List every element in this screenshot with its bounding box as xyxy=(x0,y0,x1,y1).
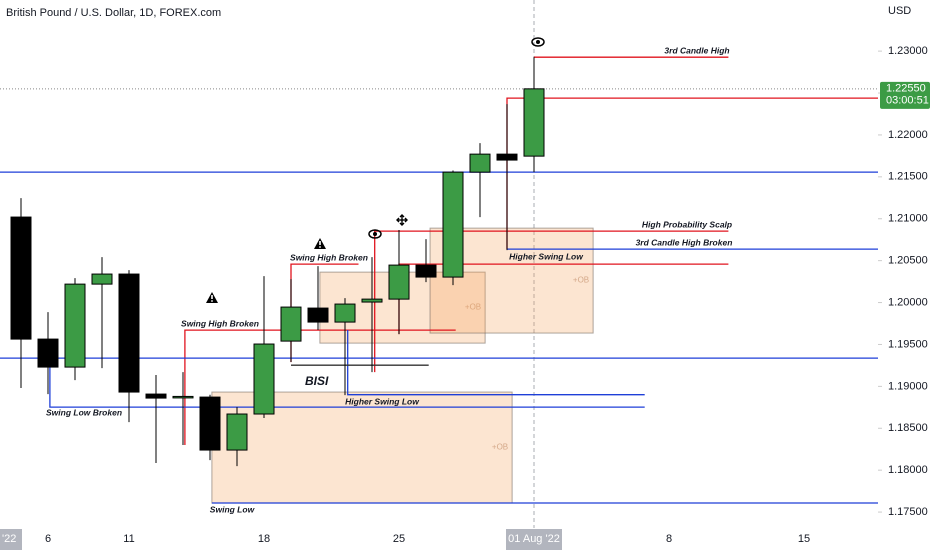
annotation: High Probability Scalp xyxy=(642,219,732,229)
y-tick-label: 1.19500 xyxy=(888,338,928,350)
x-tick-label: 15 xyxy=(798,533,810,545)
x-tick-label: 8 xyxy=(666,533,672,545)
level-line xyxy=(374,230,729,373)
last-price-box xyxy=(880,81,930,109)
annotation: 3rd Candle High Broken xyxy=(636,237,733,247)
candle-body xyxy=(334,303,356,323)
candle-body xyxy=(253,343,275,415)
candle-body xyxy=(361,298,383,303)
x-tick-label: 6 xyxy=(45,533,51,545)
candle-body xyxy=(118,273,140,393)
annotation: Swing High Broken xyxy=(181,318,259,328)
candle-body xyxy=(172,395,194,399)
candle-body xyxy=(388,264,410,300)
left-date-box xyxy=(0,529,22,550)
candle-body xyxy=(469,153,491,173)
order-block-label: +OB xyxy=(573,276,589,285)
candle-body xyxy=(145,393,167,399)
y-tick-label: 1.20500 xyxy=(888,255,928,267)
eye-icon xyxy=(531,37,545,47)
candle-body xyxy=(442,171,464,278)
candle-body xyxy=(91,273,113,285)
candle-body xyxy=(496,153,518,161)
x-tick-label: 18 xyxy=(258,533,270,545)
left-date-label: '22 xyxy=(2,533,16,545)
last-price-label: 1.22550 xyxy=(886,83,926,95)
y-tick-label: 1.19000 xyxy=(888,380,928,392)
candle-body xyxy=(226,413,248,451)
crosshair-label: 01 Aug '22 xyxy=(508,533,560,545)
order-block-label: +OB xyxy=(465,303,481,312)
y-tick-label: 1.22000 xyxy=(888,129,928,141)
y-tick-label: 1.21500 xyxy=(888,171,928,183)
move-icon xyxy=(396,214,408,226)
candle-body xyxy=(199,396,221,451)
candle-body xyxy=(307,307,329,323)
eye-icon xyxy=(368,229,382,239)
annotation: Swing Low Broken xyxy=(46,407,122,417)
annotation: Swing Low xyxy=(210,504,256,514)
candle-body xyxy=(37,338,59,368)
y-tick-label: 1.18000 xyxy=(888,464,928,476)
level-line xyxy=(49,358,645,408)
x-tick-label: 25 xyxy=(393,533,405,545)
crosshair-label-box xyxy=(506,529,562,550)
currency: USD xyxy=(888,5,911,17)
candle-body xyxy=(64,283,86,368)
warning-icon xyxy=(314,238,326,249)
y-tick-label: 1.23000 xyxy=(888,45,928,57)
y-tick-label: 1.18500 xyxy=(888,422,928,434)
annotation: BISI xyxy=(305,374,329,388)
warning-icon xyxy=(206,292,218,303)
y-tick-label: 1.21000 xyxy=(888,213,928,225)
y-tick-label: 1.20000 xyxy=(888,296,928,308)
countdown: 03:00:51 xyxy=(886,95,929,107)
annotation: Higher Swing Low xyxy=(345,396,420,406)
annotation: Swing High Broken xyxy=(290,252,368,262)
annotation: Higher Swing Low xyxy=(509,251,584,261)
candle-body xyxy=(280,306,302,342)
y-tick-label: 1.17500 xyxy=(888,506,928,518)
x-tick-label: 11 xyxy=(123,533,134,545)
candles xyxy=(10,57,545,467)
chart-title: British Pound / U.S. Dollar, 1D, FOREX.c… xyxy=(6,7,221,19)
labels: 3rd Candle High High Probability Scalp 3rd… xyxy=(46,45,732,514)
candle-body xyxy=(10,216,32,340)
order-block-label: +OB xyxy=(492,443,508,452)
level-line xyxy=(347,330,645,396)
candle-body xyxy=(523,88,545,157)
annotation: 3rd Candle High xyxy=(664,45,729,55)
candle-body xyxy=(415,264,437,278)
